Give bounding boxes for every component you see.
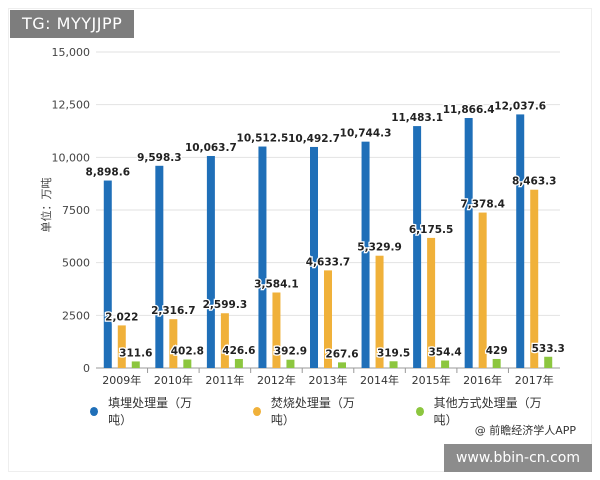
legend-item-landfill: 填埋处理量（万吨） [90, 394, 205, 428]
legend-label-incineration: 焚烧处理量（万吨） [270, 396, 355, 427]
bar [155, 165, 164, 368]
bar [220, 313, 229, 368]
legend-label-other: 其他方式处理量（万吨） [433, 396, 542, 427]
legend-label-landfill: 填埋处理量（万吨） [108, 396, 193, 427]
data-label: 267.6 [325, 348, 358, 360]
bar [206, 155, 215, 368]
bar [413, 126, 422, 369]
bar [427, 237, 436, 368]
data-label: 10,744.3 [340, 128, 392, 140]
data-label: 10,512.5 [237, 133, 289, 145]
data-label: 10,063.7 [185, 142, 237, 154]
bar [478, 212, 487, 368]
bar [361, 141, 370, 368]
y-tick-label: 12,500 [52, 99, 91, 112]
bar [286, 359, 295, 368]
bar [169, 319, 178, 368]
data-label: 8,463.3 [512, 176, 557, 188]
data-label: 10,492.7 [288, 133, 340, 145]
x-tick-label: 2011年 [205, 373, 244, 387]
data-label: 354.4 [429, 347, 462, 359]
x-tick-label: 2010年 [154, 373, 193, 387]
bar [117, 325, 126, 368]
watermark-top: TG: MYYJJPP [10, 10, 135, 38]
legend-item-other: 其他方式处理量（万吨） [415, 394, 552, 428]
x-tick-label: 2009年 [102, 373, 141, 387]
data-label: 12,037.6 [494, 100, 546, 112]
data-label: 2,022 [105, 311, 138, 323]
data-label: 392.9 [274, 346, 307, 358]
bar [103, 180, 112, 368]
x-tick-label: 2012年 [257, 373, 296, 387]
source-credit: @ 前瞻经济学人APP [474, 424, 576, 437]
data-label: 2,599.3 [203, 299, 248, 311]
data-label: 8,898.6 [86, 167, 131, 179]
y-tick-label: 10,000 [52, 151, 91, 164]
y-tick-label: 15,000 [52, 46, 91, 59]
bar [310, 146, 318, 368]
bar [338, 362, 346, 368]
bar [464, 118, 473, 369]
x-tick-label: 2017年 [515, 373, 554, 387]
data-label: 9,598.3 [137, 152, 182, 164]
x-tick-label: 2013年 [309, 373, 348, 387]
bar [183, 359, 192, 368]
y-tick-label: 0 [83, 362, 90, 375]
data-label: 6,175.5 [409, 224, 454, 236]
bar [324, 270, 332, 368]
bar [530, 189, 539, 368]
x-tick-label: 2015年 [412, 373, 451, 387]
data-label: 2,316.7 [151, 305, 196, 317]
legend: 填埋处理量（万吨） 焚烧处理量（万吨） 其他方式处理量（万吨） [90, 396, 600, 427]
data-label: 7,378.4 [460, 199, 505, 211]
y-tick-label: 7500 [62, 204, 90, 217]
data-label: 11,483.1 [391, 112, 443, 124]
bar [272, 292, 281, 368]
legend-swatch-other [415, 406, 424, 416]
data-label: 3,584.1 [254, 278, 299, 290]
x-tick-label: 2014年 [360, 373, 399, 387]
legend-swatch-incineration [252, 406, 261, 416]
legend-swatch-landfill [90, 406, 99, 416]
bar [492, 358, 501, 368]
y-axis-label: 单位：万吨 [40, 177, 53, 233]
x-tick-label: 2016年 [463, 373, 502, 387]
y-tick-label: 5000 [62, 257, 90, 270]
data-label: 426.6 [222, 345, 255, 357]
bar [258, 146, 267, 368]
data-label: 319.5 [377, 347, 410, 359]
data-label: 402.8 [171, 346, 204, 358]
y-tick-label: 2500 [62, 309, 90, 322]
data-label: 533.3 [532, 343, 565, 355]
data-label: 429 [486, 345, 508, 357]
data-label: 5,329.9 [357, 242, 402, 254]
bar [389, 361, 398, 368]
bar [131, 361, 140, 368]
data-label: 4,633.7 [306, 256, 351, 268]
legend-item-incineration: 焚烧处理量（万吨） [252, 394, 368, 428]
bar [234, 359, 243, 368]
bar [375, 255, 384, 368]
data-label: 11,866.4 [443, 104, 495, 116]
data-label: 311.6 [119, 347, 152, 359]
watermark-bottom: www.bbin-cn.com [443, 444, 592, 472]
bar [544, 356, 553, 368]
bar [516, 114, 525, 368]
bar [441, 360, 450, 368]
